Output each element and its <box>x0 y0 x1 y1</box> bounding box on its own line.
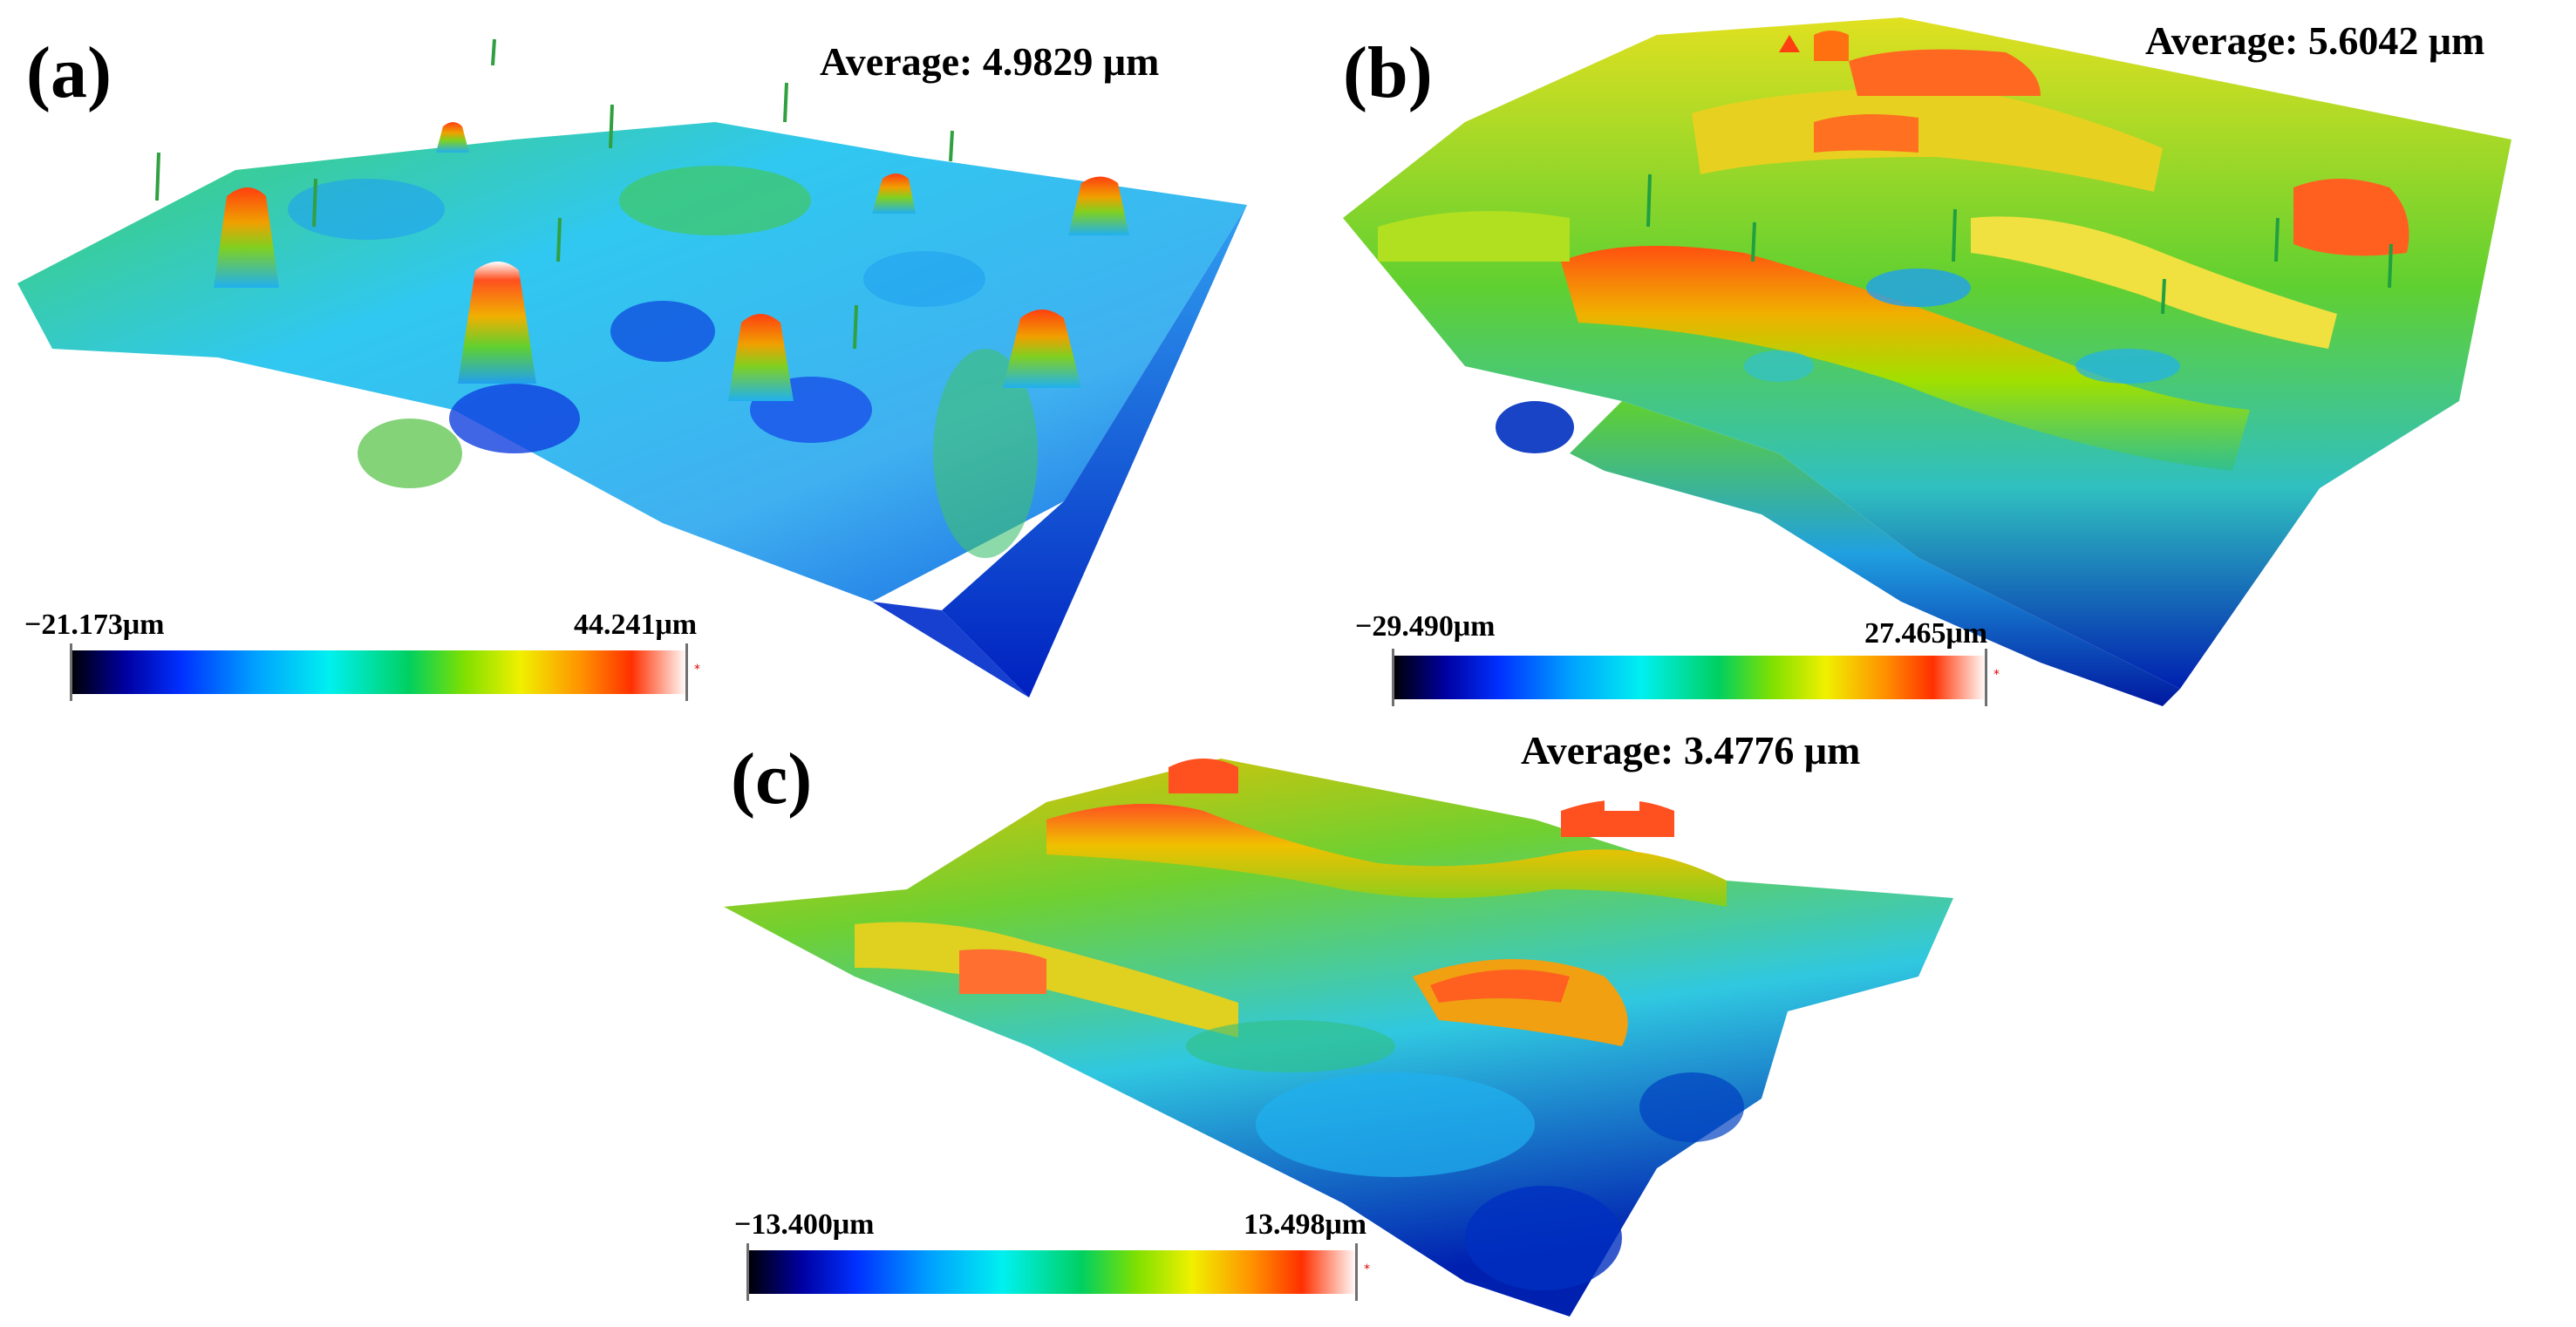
scale-min-a: −21.173μm <box>24 609 165 641</box>
surface-plot-c <box>724 759 1953 1317</box>
colorbar-tick-right-a <box>685 643 688 701</box>
average-label-b: Average: 5.6042 μm <box>2145 18 2485 63</box>
panel-b: (b) Average: 5.6042 μm −29.490μm 27.465μ… <box>1291 0 2576 715</box>
average-label-a: Average: 4.9829 μm <box>820 39 1160 84</box>
panel-c: (c) Average: 3.4776 μm −13.400μm 13.498μ… <box>680 715 1971 1327</box>
surface-plot-a <box>17 38 1247 698</box>
scale-max-a: 44.241μm <box>574 609 698 641</box>
colorbar-marker-a: * <box>694 663 700 677</box>
colorbar-a <box>70 650 687 694</box>
colorbar-marker-b: * <box>1993 668 2000 682</box>
colorbar-tick-left-b <box>1392 649 1394 706</box>
colorbar-tick-right-c <box>1355 1243 1358 1301</box>
scale-max-b: 27.465μm <box>1864 617 1988 650</box>
colorbar-marker-c: * <box>1364 1262 1370 1276</box>
colorbar-c <box>746 1250 1357 1294</box>
colorbar-tick-right-b <box>1985 649 1987 706</box>
colorbar-tick-left-c <box>746 1243 749 1301</box>
panel-a: (a) Average: 4.9829 μm −21.173μm 44.241μ… <box>0 0 1291 715</box>
colorbar-tick-left-a <box>70 643 72 701</box>
colorbar-b <box>1392 656 1987 699</box>
scale-min-b: −29.490μm <box>1355 610 1496 643</box>
panel-label-c: (c) <box>731 738 813 820</box>
scale-min-c: −13.400μm <box>734 1208 875 1241</box>
average-label-c: Average: 3.4776 μm <box>1521 728 1861 772</box>
panel-label-b: (b) <box>1343 32 1433 113</box>
panel-label-a: (a) <box>26 32 112 113</box>
scale-max-c: 13.498μm <box>1244 1208 1367 1241</box>
surface-plot-b <box>1343 17 2511 706</box>
